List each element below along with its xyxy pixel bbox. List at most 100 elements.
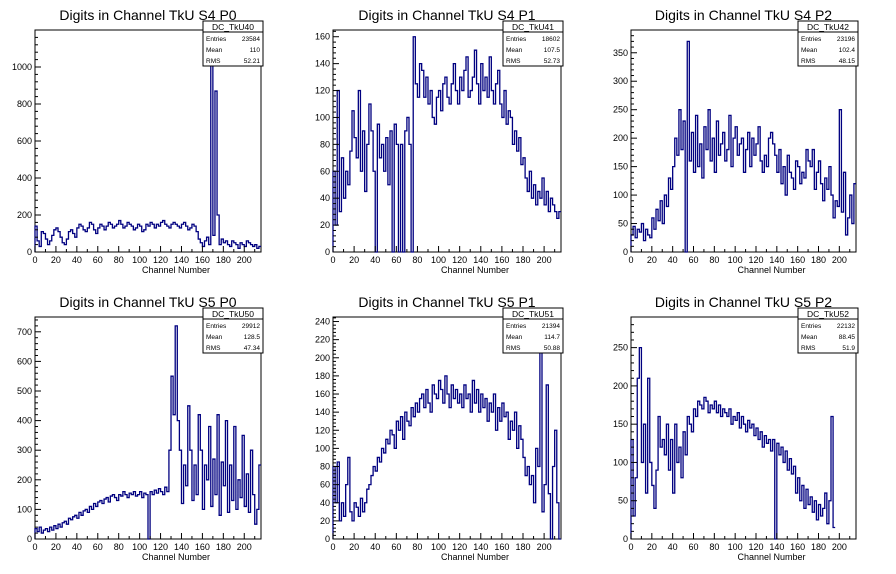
x-tick-label: 80 <box>114 255 124 265</box>
x-tick-label: 60 <box>391 255 401 265</box>
y-tick-label: 300 <box>613 76 628 86</box>
y-tick-label: 100 <box>613 457 628 467</box>
x-tick-label: 60 <box>391 542 401 552</box>
y-tick-label: 50 <box>618 496 628 506</box>
y-tick-label: 160 <box>315 32 330 42</box>
x-tick-label: 180 <box>515 542 530 552</box>
x-tick-label: 120 <box>748 255 763 265</box>
y-tick-label: 100 <box>613 190 628 200</box>
stats-rms-value: 47.34 <box>244 345 261 352</box>
x-tick-label: 0 <box>628 542 633 552</box>
x-tick-label: 60 <box>93 255 103 265</box>
y-tick-label: 400 <box>17 416 32 426</box>
y-tick-label: 200 <box>17 210 32 220</box>
histogram-panel: Digits in Channel TkU S5 P2 0 20 40 60 80 100 1… <box>613 294 859 562</box>
stats-entries-value: 22132 <box>837 323 855 330</box>
histogram-line <box>332 348 561 540</box>
stats-entries-label: Entries <box>206 323 227 330</box>
x-tick-label: 140 <box>473 542 488 552</box>
histogram-line <box>630 346 836 540</box>
x-tick-label: 0 <box>330 255 335 265</box>
x-tick-label: 80 <box>709 255 719 265</box>
x-tick-label: 60 <box>93 542 103 552</box>
x-tick-label: 200 <box>832 255 847 265</box>
y-tick-label: 250 <box>613 105 628 115</box>
stats-rms-value: 51.9 <box>842 345 855 352</box>
y-tick-label: 0 <box>325 534 330 544</box>
stats-rms-value: 52.73 <box>544 58 561 65</box>
histogram-panel: Digits in Channel TkU S4 P2 0 20 40 60 80 100 1… <box>613 7 859 275</box>
stats-mean-value: 128.5 <box>244 334 261 341</box>
y-tick-label: 220 <box>315 335 330 345</box>
stats-box-frame <box>797 20 859 67</box>
y-tick-label: 250 <box>613 343 628 353</box>
y-tick-label: 0 <box>623 247 628 257</box>
y-tick-label: 20 <box>320 220 330 230</box>
x-tick-label: 20 <box>51 255 61 265</box>
stats-mean-label: Mean <box>506 334 523 341</box>
stats-box-frame <box>202 307 264 354</box>
x-tick-label: 40 <box>668 255 678 265</box>
y-tick-label: 0 <box>27 247 32 257</box>
x-tick-label: 180 <box>216 255 231 265</box>
x-tick-label: 80 <box>709 542 719 552</box>
y-tick-label: 40 <box>320 193 330 203</box>
x-tick-label: 20 <box>647 542 657 552</box>
plot-frame <box>332 29 562 253</box>
x-tick-label: 160 <box>790 255 805 265</box>
y-tick-label: 200 <box>613 133 628 143</box>
chart-title: Digits in Channel TkU S5 P2 <box>655 294 832 310</box>
stats-rms-label: RMS <box>801 345 816 352</box>
histogram-line <box>332 36 561 253</box>
y-tick-label: 140 <box>315 407 330 417</box>
y-tick-label: 100 <box>315 443 330 453</box>
stats-entries-value: 29912 <box>242 323 260 330</box>
x-tick-label: 0 <box>330 542 335 552</box>
y-tick-label: 350 <box>613 48 628 58</box>
x-tick-label: 200 <box>237 255 252 265</box>
y-tick-label: 200 <box>315 353 330 363</box>
stats-mean-label: Mean <box>206 334 223 341</box>
stats-entries-value: 23196 <box>837 36 855 43</box>
x-axis-label: Channel Number <box>441 265 509 275</box>
x-tick-label: 20 <box>647 255 657 265</box>
y-tick-label: 100 <box>315 112 330 122</box>
chart-title: Digits in Channel TkU S5 P1 <box>358 294 535 310</box>
x-tick-label: 180 <box>515 255 530 265</box>
y-tick-label: 120 <box>315 86 330 96</box>
histogram-panel: Digits in Channel TkU S4 P1 0 20 40 60 80 100 1… <box>315 7 564 275</box>
x-tick-label: 180 <box>216 542 231 552</box>
x-tick-label: 20 <box>349 255 359 265</box>
stats-entries-label: Entries <box>801 36 822 43</box>
x-tick-label: 160 <box>494 542 509 552</box>
stats-rms-label: RMS <box>206 345 221 352</box>
y-tick-label: 150 <box>613 419 628 429</box>
x-tick-label: 40 <box>668 542 678 552</box>
y-tick-label: 140 <box>315 59 330 69</box>
x-tick-label: 100 <box>431 542 446 552</box>
x-tick-label: 20 <box>51 542 61 552</box>
histogram-line <box>34 42 261 252</box>
stats-box: DC_TkU50 Entries 29912 Mean 128.5 RMS 47.34 <box>202 307 264 354</box>
stats-box-frame <box>797 307 859 354</box>
stats-box: DC_TkU41 Entries 18602 Mean 107.5 RMS 52.73 <box>502 20 564 67</box>
y-tick-label: 600 <box>17 356 32 366</box>
x-tick-label: 140 <box>769 255 784 265</box>
y-tick-label: 240 <box>315 317 330 327</box>
x-tick-label: 40 <box>370 255 380 265</box>
y-tick-label: 120 <box>315 425 330 435</box>
x-tick-label: 80 <box>412 255 422 265</box>
x-tick-label: 160 <box>195 255 210 265</box>
x-tick-label: 140 <box>174 255 189 265</box>
x-tick-label: 160 <box>195 542 210 552</box>
y-tick-label: 50 <box>618 219 628 229</box>
stats-box-frame <box>202 20 264 67</box>
x-tick-label: 120 <box>452 255 467 265</box>
x-tick-label: 160 <box>790 542 805 552</box>
x-axis-label: Channel Number <box>441 552 509 562</box>
x-tick-label: 0 <box>32 542 37 552</box>
stats-mean-label: Mean <box>506 47 523 54</box>
stats-mean-value: 88.45 <box>839 334 856 341</box>
y-tick-label: 0 <box>325 247 330 257</box>
stats-mean-label: Mean <box>801 47 818 54</box>
